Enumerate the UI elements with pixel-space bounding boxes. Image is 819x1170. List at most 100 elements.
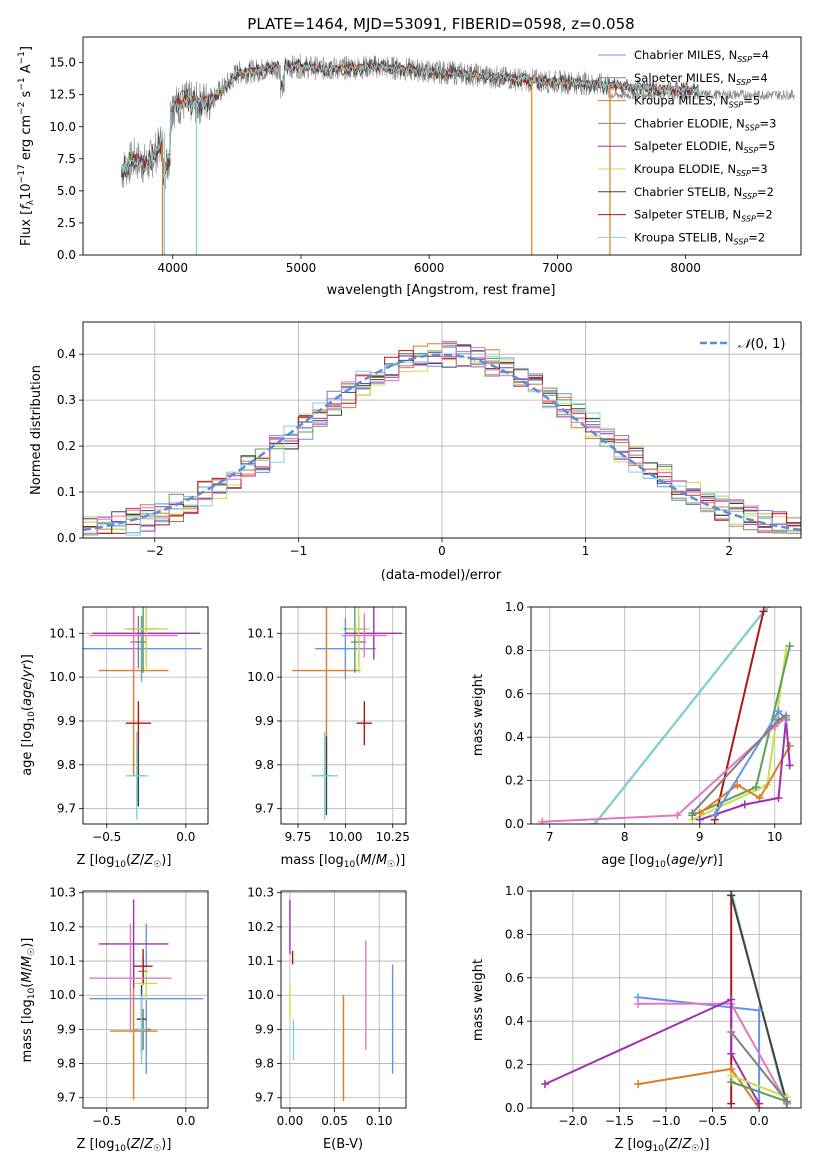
residuals-ylabel: Normed distribution <box>29 365 44 495</box>
age-vs-mass-chart: 9.75 10.00 10.25 9.7 9.8 9.9 10.0 10.1 <box>247 606 410 844</box>
spectrum-series-line <box>121 61 699 174</box>
x-tick-label: 1 <box>582 544 590 558</box>
age-vs-mass-xlabel: mass [log10(M/M☉)] <box>281 853 406 870</box>
legend-label: Kroupa ELODIE, NSSP=3 <box>634 162 768 178</box>
spectrum-series-line <box>121 62 699 182</box>
y-tick-label: 0.4 <box>505 730 524 744</box>
legend-label: Kroupa STELIB, NSSP=2 <box>634 230 765 246</box>
spectrum-series-line <box>121 54 795 190</box>
weight-series-line <box>594 607 769 824</box>
spectrum-chart: PLATE=1464, MJD=53091, FIBERID=0598, z=0… <box>17 15 802 298</box>
weight-point-marker <box>774 715 783 724</box>
y-tick-label: 0.6 <box>505 687 524 701</box>
x-tick-label: −2.0 <box>558 1114 587 1128</box>
weight-point-marker <box>733 780 742 789</box>
y-tick-label: 10.1 <box>247 954 274 968</box>
axes-frame <box>82 606 209 825</box>
y-tick-label: 9.7 <box>255 802 274 816</box>
y-tick-label: 0.2 <box>57 439 76 453</box>
weight-point-marker <box>783 1097 792 1106</box>
weight-point-marker <box>634 1080 643 1089</box>
x-tick-label: 0.0 <box>176 1114 195 1128</box>
x-tick-label: 6000 <box>414 261 445 275</box>
y-tick-label: 15.0 <box>49 56 76 70</box>
weight-point-marker <box>755 1099 764 1108</box>
y-tick-label: 0.8 <box>505 643 524 657</box>
axis-ticks: 7 8 9 10 0.0 0.2 0.4 0.6 0.8 1.0 <box>505 600 801 844</box>
x-tick-label: 7 <box>546 830 554 844</box>
y-tick-label: 9.8 <box>57 1057 76 1071</box>
y-tick-label: 1.0 <box>505 884 524 898</box>
weight-point-marker <box>688 809 697 818</box>
gaussian-curve <box>83 353 801 532</box>
y-tick-label: 9.7 <box>255 1091 274 1105</box>
y-tick-label: 10.0 <box>247 988 274 1002</box>
weight-point-marker <box>590 820 599 824</box>
y-tick-label: 10.3 <box>247 886 274 900</box>
x-tick-label: 10.00 <box>328 830 362 844</box>
y-tick-label: 10.1 <box>247 626 274 640</box>
mass-vs-ebv-xlabel: E(B-V) <box>323 1137 363 1152</box>
y-tick-label: 10.2 <box>247 920 274 934</box>
y-tick-label: 9.8 <box>57 758 76 772</box>
weight-point-marker <box>755 1006 764 1015</box>
plot-area <box>540 891 792 1108</box>
x-tick-label: 0.00 <box>277 1114 304 1128</box>
mass-vs-Z-ylabel: mass [log10(M/M☉)] <box>20 938 37 1063</box>
y-tick-label: 10.3 <box>49 886 76 900</box>
y-tick-label: 9.8 <box>255 1057 274 1071</box>
residuals-chart: −2 −1 0 1 2 0.0 0.1 0.2 0.3 0.4 (data-model)/erro… <box>29 321 802 583</box>
weight-point-marker <box>785 741 794 750</box>
axes-frame <box>280 890 407 1109</box>
weight-vs-Z-ylabel: mass weight <box>471 959 486 1041</box>
weight-point-marker <box>727 995 736 1004</box>
y-tick-label: 9.7 <box>57 1091 76 1105</box>
x-tick-label: 10 <box>767 830 782 844</box>
axis-ticks: −0.5 0.0 9.7 9.8 9.9 10.0 10.1 <box>49 607 208 844</box>
x-tick-label: −0.5 <box>92 830 121 844</box>
legend-label: Chabrier STELIB, NSSP=2 <box>634 185 774 201</box>
x-tick-label: −1.0 <box>651 1114 680 1128</box>
spectrum-series-line <box>121 62 699 179</box>
weight-series-line <box>730 1074 788 1099</box>
weight-vs-Z-xlabel: Z [log10(Z/Z☉)] <box>615 1137 710 1154</box>
axes-frame <box>82 321 802 539</box>
y-tick-label: 0.4 <box>505 1014 524 1028</box>
x-tick-label: 5000 <box>286 261 317 275</box>
y-tick-label: 0.4 <box>57 347 76 361</box>
x-tick-label: 4000 <box>157 261 188 275</box>
age-vs-Z-ylabel: age [log10(age/yr)] <box>20 654 37 776</box>
residuals-legend: 𝒩(0, 1) <box>700 337 785 352</box>
y-tick-label: 0.0 <box>57 248 76 262</box>
spectrum-ylabel: Flux [fλ10−17 erg cm−2 s−1 A−1] <box>17 46 36 246</box>
weight-point-marker <box>785 761 794 770</box>
y-tick-label: 9.9 <box>255 714 274 728</box>
axis-ticks: −2.0 −1.5 −1.0 −0.5 0.0 0.0 0.2 0.4 0.6 0.8 1.0 <box>505 884 801 1128</box>
plot-area <box>289 899 394 1102</box>
y-tick-label: 2.5 <box>57 216 76 230</box>
axes-frame <box>82 890 209 1109</box>
y-tick-label: 9.9 <box>57 1022 76 1036</box>
y-tick-label: 9.9 <box>255 1022 274 1036</box>
y-tick-label: 10.0 <box>247 670 274 684</box>
legend-label: Kroupa MILES, NSSP=5 <box>634 94 760 110</box>
weight-point-marker <box>782 711 790 720</box>
legend-label: Salpeter MILES, NSSP=4 <box>634 71 768 87</box>
x-tick-label: 0.0 <box>750 1114 769 1128</box>
axis-ticks: 9.75 10.00 10.25 9.7 9.8 9.9 10.0 10.1 <box>247 607 410 844</box>
weight-series-line <box>637 1067 760 1108</box>
spectrum-series-line <box>121 62 699 178</box>
weight-series-line <box>730 1081 788 1103</box>
y-tick-label: 0.0 <box>505 817 524 831</box>
x-tick-label: 2 <box>725 544 733 558</box>
weight-point-marker <box>634 999 643 1008</box>
y-tick-label: 9.8 <box>255 758 274 772</box>
y-tick-label: 0.1 <box>57 485 76 499</box>
age-vs-Z-xlabel: Z [log10(Z/Z☉)] <box>77 853 172 870</box>
plot-area <box>83 607 202 820</box>
x-tick-label: −0.5 <box>698 1114 727 1128</box>
weight-point-marker <box>727 1049 736 1058</box>
weight-series-line <box>730 895 788 1104</box>
y-tick-label: 7.5 <box>57 152 76 166</box>
